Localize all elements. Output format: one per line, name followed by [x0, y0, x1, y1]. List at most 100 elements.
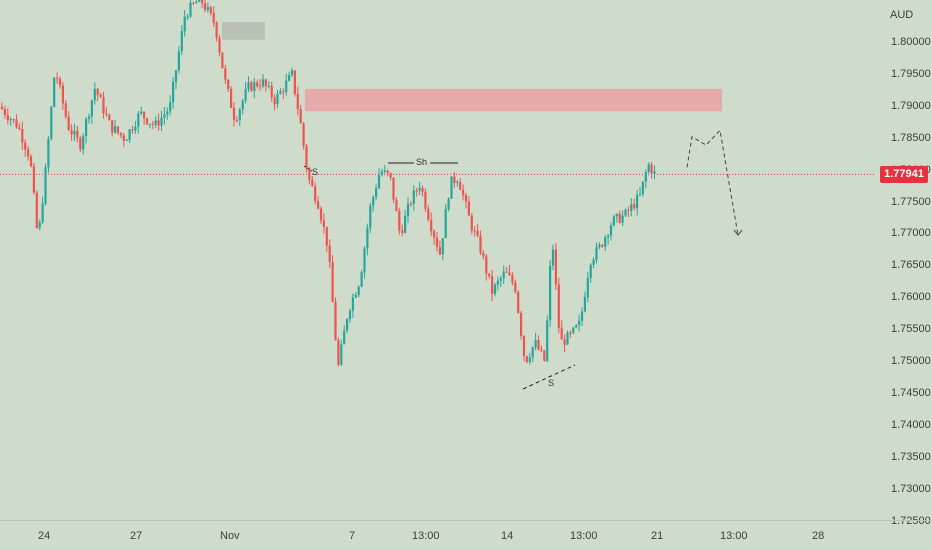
candle-body — [70, 130, 73, 135]
candle-body — [406, 203, 410, 216]
candle-body — [58, 78, 62, 86]
candle-body — [238, 109, 241, 121]
candle-body — [232, 107, 236, 121]
time-tick-label: 28 — [812, 530, 825, 542]
time-tick-label: 13:00 — [412, 530, 440, 542]
candle-body — [169, 102, 172, 112]
candle-body — [302, 123, 305, 146]
candle-body — [44, 167, 47, 204]
candle-body — [398, 211, 401, 231]
candlestick-chart[interactable] — [0, 0, 875, 520]
candle-body — [206, 7, 209, 10]
candle-body — [418, 187, 421, 191]
candle-body — [90, 100, 93, 117]
candle-body — [372, 197, 375, 206]
candle-body — [491, 276, 494, 294]
price-axis[interactable]: 1.800001.795001.790001.785001.780001.775… — [875, 0, 932, 527]
candle-body — [96, 88, 99, 95]
candle-body — [595, 247, 598, 260]
candle-body — [247, 82, 250, 90]
candle-body — [157, 120, 160, 126]
candle-body — [29, 156, 33, 167]
candle-body — [50, 106, 53, 139]
projection-path — [686, 129, 739, 236]
candle-body — [218, 37, 221, 53]
candle-body — [464, 195, 468, 202]
price-tick-label: 1.80000 — [891, 36, 931, 48]
candle-body — [85, 119, 88, 137]
candle-body — [293, 70, 296, 95]
candle-body — [273, 97, 276, 105]
candle-body — [453, 176, 456, 183]
candle-body — [502, 271, 505, 279]
projection-arrowhead — [733, 229, 743, 236]
candle-body — [166, 111, 169, 115]
candle-body — [235, 120, 238, 122]
candle-body — [267, 85, 270, 87]
candle-body — [357, 286, 360, 295]
candle-body — [409, 203, 412, 205]
candle-body — [354, 294, 357, 298]
candle-body — [569, 332, 572, 334]
candle-body — [61, 85, 64, 104]
candle-body — [580, 311, 584, 321]
candle-body — [528, 357, 531, 363]
candle-body — [9, 119, 12, 121]
candle-body — [230, 88, 233, 108]
candle-body — [476, 230, 479, 236]
candle-body — [192, 2, 195, 4]
candle-body — [163, 114, 166, 118]
candle-body — [311, 179, 314, 187]
candle-body — [160, 117, 163, 126]
candle-body — [99, 94, 102, 98]
time-tick-label: 24 — [38, 530, 51, 542]
candle-body — [647, 164, 650, 173]
candle-body — [638, 194, 642, 196]
candle-body — [520, 312, 523, 336]
candle-body — [450, 176, 453, 199]
candle-body — [575, 325, 578, 328]
candle-body — [412, 190, 415, 204]
candle-body — [27, 149, 30, 157]
candle-body — [67, 116, 70, 131]
candle-body — [383, 170, 386, 172]
candle-body — [325, 226, 328, 246]
candle-body — [618, 213, 621, 223]
time-tick-label: 14 — [501, 530, 514, 542]
candle-body — [441, 238, 444, 255]
candle-body — [154, 120, 157, 125]
candle-body — [288, 75, 291, 81]
candle-body — [308, 168, 311, 180]
time-tick-label: 21 — [651, 530, 664, 542]
candle-body — [209, 7, 212, 13]
candle-body — [35, 192, 38, 228]
candle-body — [534, 340, 537, 348]
candle-body — [589, 264, 592, 279]
candle-body — [421, 187, 424, 192]
candle-body — [508, 272, 511, 276]
time-axis[interactable]: 24 27 Nov 7 13:00 14 13:00 21 13:00 28 — [0, 520, 932, 550]
candle-body — [317, 201, 320, 209]
candle-body — [334, 302, 337, 341]
trendline-low — [522, 364, 576, 390]
candle-body — [641, 181, 644, 195]
candle-body — [479, 235, 482, 253]
candle-body — [201, 0, 204, 4]
time-tick-label: Nov — [220, 530, 240, 542]
swing-label-bottom: S — [548, 378, 555, 388]
candle-body — [598, 244, 601, 248]
candle-body — [456, 181, 459, 183]
candle-body — [499, 278, 502, 281]
candle-body — [73, 130, 76, 135]
candle-body — [438, 246, 441, 255]
candle-body — [119, 132, 122, 136]
candle-body — [346, 319, 349, 331]
candle-body — [380, 171, 383, 175]
candle-body — [3, 109, 6, 115]
price-tick-label: 1.75000 — [891, 355, 931, 367]
time-tick-label: 13:00 — [720, 530, 748, 542]
candle-body — [435, 237, 439, 247]
candle-body — [198, 0, 201, 2]
price-tick-label: 1.77500 — [891, 195, 931, 208]
